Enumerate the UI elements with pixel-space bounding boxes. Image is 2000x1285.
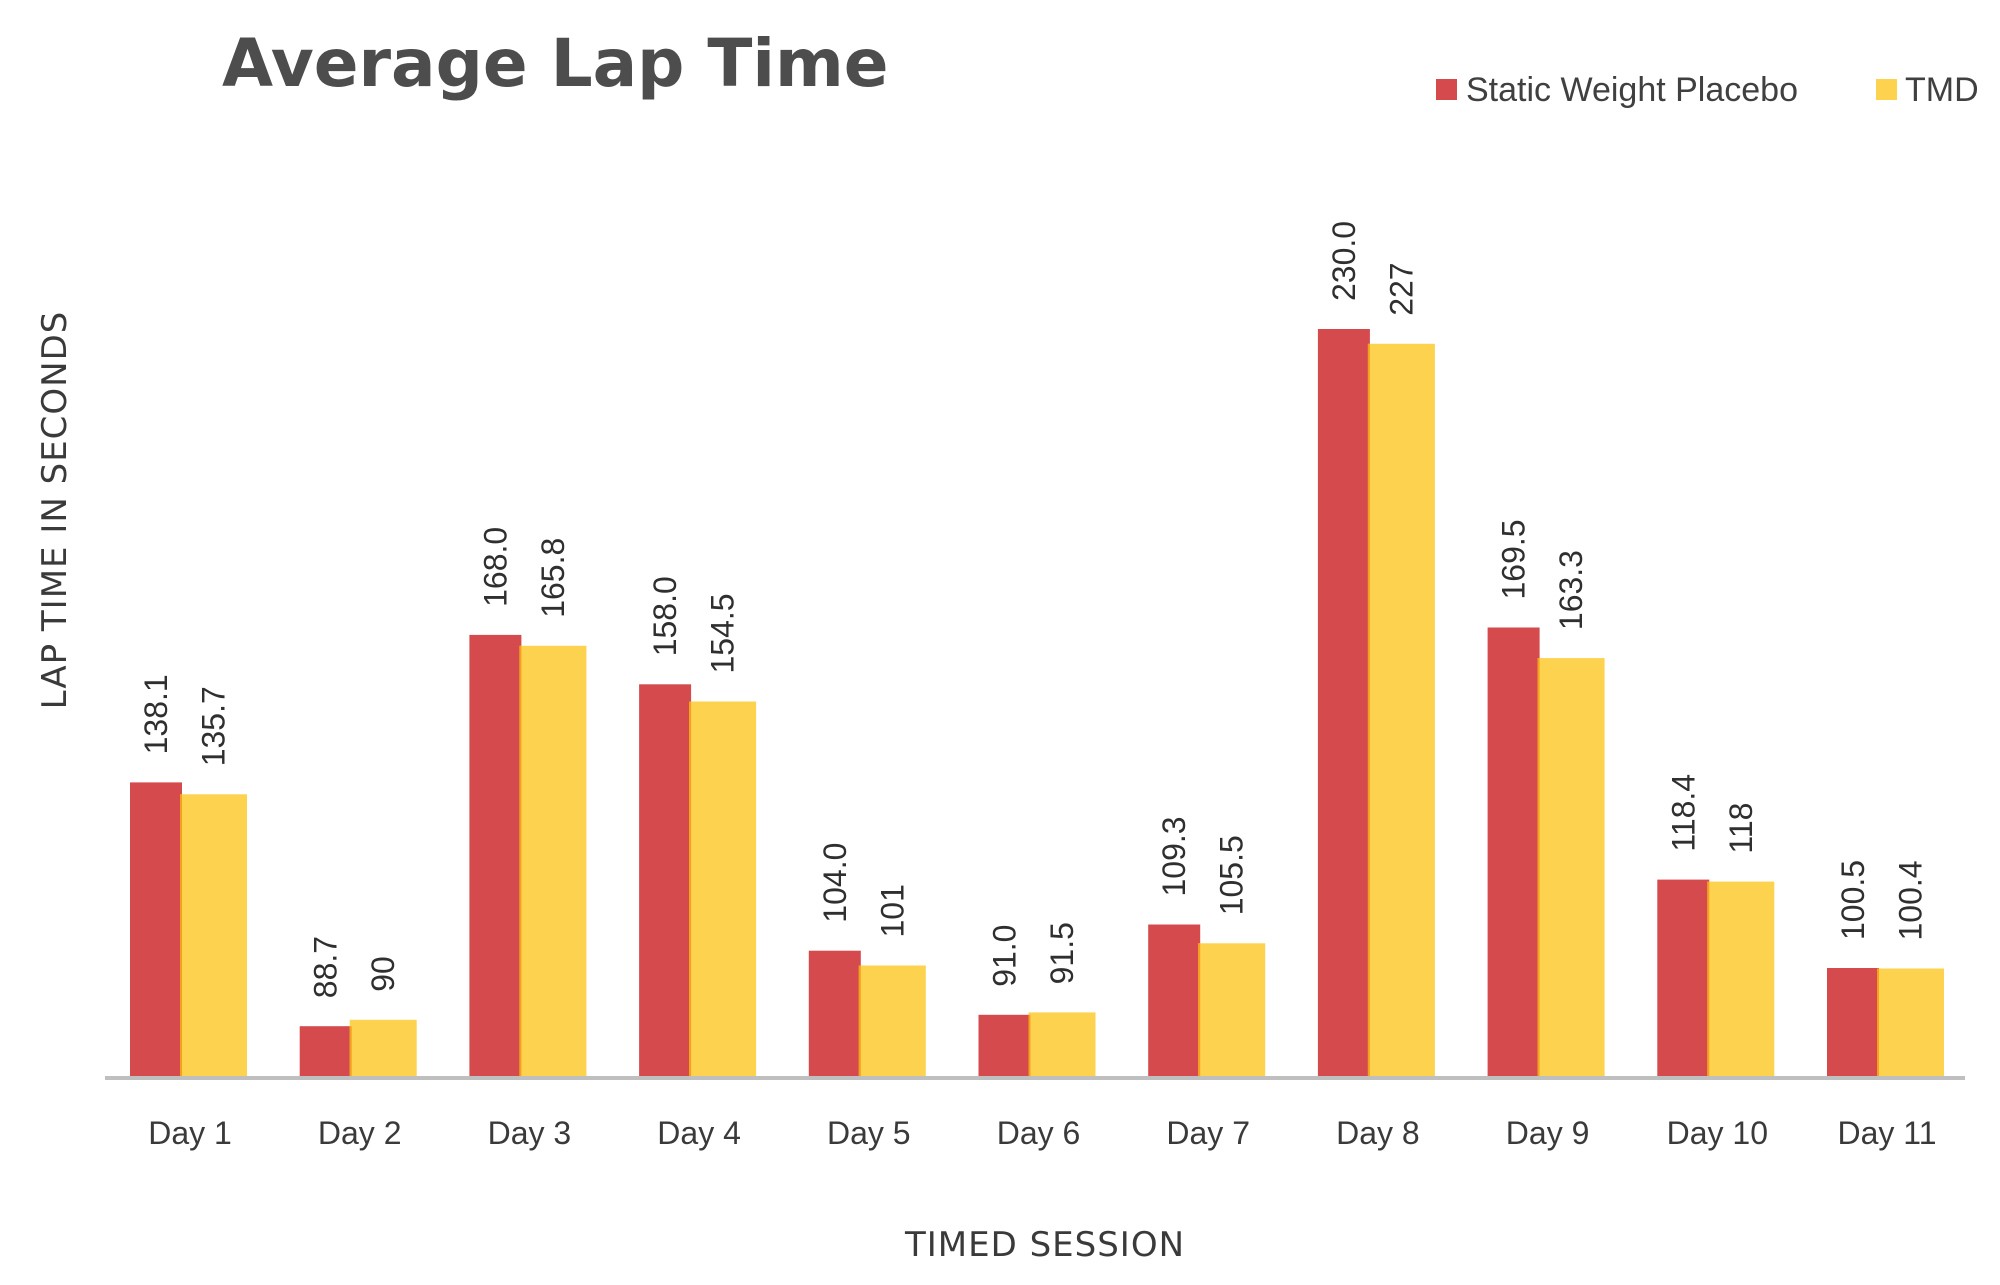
data-label-static-weight-placebo-day-9: 169.5 xyxy=(1496,519,1532,599)
y-axis-title: LAP TIME IN SECONDS xyxy=(35,311,75,710)
bar-tmd-day-11 xyxy=(1877,968,1944,1077)
x-tick-label-day-8: Day 8 xyxy=(1336,1115,1420,1151)
data-label-static-weight-placebo-day-2: 88.7 xyxy=(308,936,344,998)
x-axis-title: TIMED SESSION xyxy=(904,1225,1185,1265)
bar-tmd-day-3 xyxy=(519,645,587,1077)
x-tick-label-day-6: Day 6 xyxy=(997,1115,1081,1151)
x-tick-label-day-4: Day 4 xyxy=(657,1115,741,1151)
data-label-static-weight-placebo-day-4: 158.0 xyxy=(647,576,683,656)
data-label-static-weight-placebo-day-7: 109.3 xyxy=(1156,816,1192,896)
x-tick-label-day-7: Day 7 xyxy=(1166,1115,1250,1151)
data-label-tmd-day-11: 100.4 xyxy=(1893,860,1929,940)
x-tick-label-day-1: Day 1 xyxy=(148,1115,232,1151)
x-tick-label-day-3: Day 3 xyxy=(488,1115,572,1151)
data-label-tmd-day-8: 227 xyxy=(1383,262,1419,315)
bar-tmd-day-9 xyxy=(1537,658,1605,1077)
legend-swatch-tmd xyxy=(1876,79,1897,100)
data-label-tmd-day-9: 163.3 xyxy=(1553,550,1589,630)
x-tick-label-day-5: Day 5 xyxy=(827,1115,911,1151)
bar-tmd-day-6 xyxy=(1028,1012,1096,1077)
data-label-tmd-day-3: 165.8 xyxy=(535,538,571,618)
bar-overlap-day-4 xyxy=(689,701,692,1077)
data-label-static-weight-placebo-day-1: 138.1 xyxy=(138,674,174,754)
data-label-tmd-day-1: 135.7 xyxy=(196,686,232,766)
bar-overlap-day-2 xyxy=(349,1026,352,1077)
legend: Static Weight Placebo TMD xyxy=(1436,71,1979,109)
bar-static-weight-placebo-day-11 xyxy=(1827,968,1879,1077)
bar-static-weight-placebo-day-6 xyxy=(978,1014,1031,1077)
data-label-static-weight-placebo-day-11: 100.5 xyxy=(1835,860,1871,940)
chart-title: Average Lap Time xyxy=(222,25,889,102)
data-label-tmd-day-4: 154.5 xyxy=(705,593,741,673)
bars xyxy=(130,329,1944,1077)
data-label-tmd-day-7: 105.5 xyxy=(1214,835,1250,915)
data-label-tmd-day-2: 90 xyxy=(365,956,401,992)
x-tick-labels: Day 1 Day 2 Day 3 Day 4 Day 5 Day 6 Day 7 Day 8… xyxy=(148,1115,1936,1151)
legend-swatch-static-weight-placebo xyxy=(1436,79,1457,100)
data-label-static-weight-placebo-day-3: 168.0 xyxy=(477,527,513,607)
bar-tmd-day-5 xyxy=(858,965,926,1077)
bar-tmd-day-4 xyxy=(689,701,757,1077)
bar-tmd-day-7 xyxy=(1198,943,1266,1077)
x-tick-label-day-10: Day 10 xyxy=(1667,1115,1768,1151)
legend-label-static-weight-placebo: Static Weight Placebo xyxy=(1466,71,1798,109)
bar-overlap-day-9 xyxy=(1537,658,1540,1077)
bar-overlap-day-6 xyxy=(1028,1014,1031,1077)
bar-overlap-day-7 xyxy=(1198,943,1201,1077)
data-label-tmd-day-6: 91.5 xyxy=(1044,922,1080,984)
data-label-static-weight-placebo-day-8: 230.0 xyxy=(1326,221,1362,301)
bar-overlap-day-11 xyxy=(1877,968,1879,1077)
bar-static-weight-placebo-day-1 xyxy=(130,782,182,1077)
bar-overlap-day-10 xyxy=(1707,881,1710,1077)
bar-static-weight-placebo-day-2 xyxy=(299,1026,352,1077)
legend-label-tmd: TMD xyxy=(1905,71,1979,109)
bar-static-weight-placebo-day-5 xyxy=(808,950,861,1077)
bar-overlap-day-3 xyxy=(519,645,522,1077)
data-label-tmd-day-10: 118 xyxy=(1723,803,1759,854)
bar-static-weight-placebo-day-9 xyxy=(1487,627,1540,1077)
data-labels: 138.1 135.7 88.7 90 168.0 165.8 158.0 154.5 104.… xyxy=(138,221,1929,998)
bar-overlap-day-8 xyxy=(1367,343,1370,1077)
bar-tmd-day-1 xyxy=(180,794,247,1077)
bar-overlap-day-5 xyxy=(858,965,861,1077)
bar-overlap-day-1 xyxy=(180,794,182,1077)
bar-static-weight-placebo-day-10 xyxy=(1657,879,1710,1077)
bar-static-weight-placebo-day-3 xyxy=(469,634,522,1077)
bar-static-weight-placebo-day-8 xyxy=(1317,329,1370,1077)
data-label-static-weight-placebo-day-6: 91.0 xyxy=(987,925,1023,987)
x-tick-label-day-2: Day 2 xyxy=(318,1115,402,1151)
bar-tmd-day-2 xyxy=(349,1019,417,1077)
bar-tmd-day-10 xyxy=(1707,881,1775,1077)
bar-tmd-day-8 xyxy=(1367,343,1435,1077)
data-label-static-weight-placebo-day-10: 118.4 xyxy=(1665,774,1701,852)
x-tick-label-day-9: Day 9 xyxy=(1506,1115,1590,1151)
data-label-tmd-day-5: 101 xyxy=(874,884,910,937)
bar-static-weight-placebo-day-4 xyxy=(639,684,692,1077)
data-label-static-weight-placebo-day-5: 104.0 xyxy=(817,843,853,923)
bar-static-weight-placebo-day-7 xyxy=(1148,924,1201,1077)
x-tick-label-day-11: Day 11 xyxy=(1837,1115,1936,1151)
